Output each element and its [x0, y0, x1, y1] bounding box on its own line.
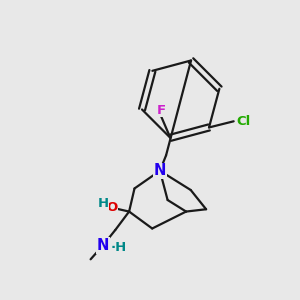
Text: Cl: Cl: [237, 115, 251, 128]
Text: F: F: [157, 103, 166, 117]
Text: N: N: [97, 238, 109, 253]
Text: ·H: ·H: [111, 241, 127, 254]
Text: H: H: [98, 197, 109, 210]
Text: O: O: [106, 201, 118, 214]
Text: N: N: [154, 163, 166, 178]
